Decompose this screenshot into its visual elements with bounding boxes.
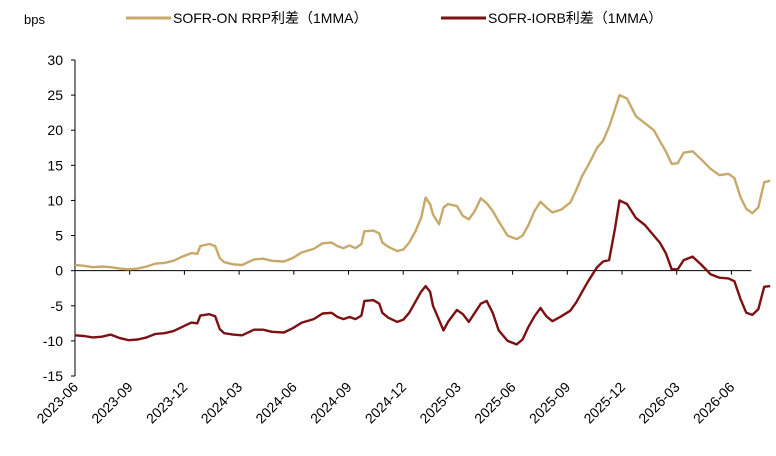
- y-unit-label: bps: [24, 12, 45, 27]
- x-tick-label: 2025-09: [526, 379, 574, 427]
- y-tick-label: -5: [51, 298, 64, 314]
- y-tick-label: -15: [43, 368, 63, 384]
- plot-lines: [74, 93, 771, 346]
- x-tick-label: 2024-06: [252, 379, 300, 427]
- y-axis: 30 25 20 15 10 5 0 -5 -10 -15: [43, 52, 76, 384]
- x-tick-label: 2024-09: [307, 379, 355, 427]
- x-tick-label: 2023-06: [33, 379, 81, 427]
- legend-label-sofr-iorb: SOFR-IORB利差（1MMA）: [488, 10, 662, 26]
- y-tick-label: 10: [47, 192, 63, 208]
- y-tick-label: -10: [43, 333, 63, 349]
- x-tick-label: 2025-06: [471, 379, 519, 427]
- y-tick-label: 30: [47, 52, 63, 68]
- y-tick-label: 0: [55, 263, 63, 279]
- y-tick-label: 20: [47, 122, 63, 138]
- legend-label-sofr-onrrp: SOFR-ON RRP利差（1MMA）: [173, 10, 367, 26]
- x-tick-label: 2024-03: [198, 379, 246, 427]
- x-tick-label: 2024-12: [362, 379, 410, 427]
- x-tick-label: 2025-12: [580, 379, 628, 427]
- y-tick-label: 15: [47, 157, 63, 173]
- x-tick-label: 2026-03: [635, 379, 683, 427]
- x-axis: 2023-06 2023-09 2023-12 2024-03 2024-06 2024-…: [33, 270, 752, 427]
- legend: SOFR-ON RRP利差（1MMA） SOFR-IORB利差（1MMA）: [126, 10, 662, 26]
- y-tick-label: 5: [55, 228, 63, 244]
- x-tick-label: 2025-03: [416, 379, 464, 427]
- x-tick-label: 2023-09: [88, 379, 136, 427]
- x-tick-label: 2026-06: [690, 379, 738, 427]
- series-line-sofr-iorb: [74, 199, 771, 346]
- x-tick-label: 2023-12: [143, 379, 191, 427]
- series-line-sofr-onrrp: [74, 93, 771, 271]
- y-tick-label: 25: [47, 87, 63, 103]
